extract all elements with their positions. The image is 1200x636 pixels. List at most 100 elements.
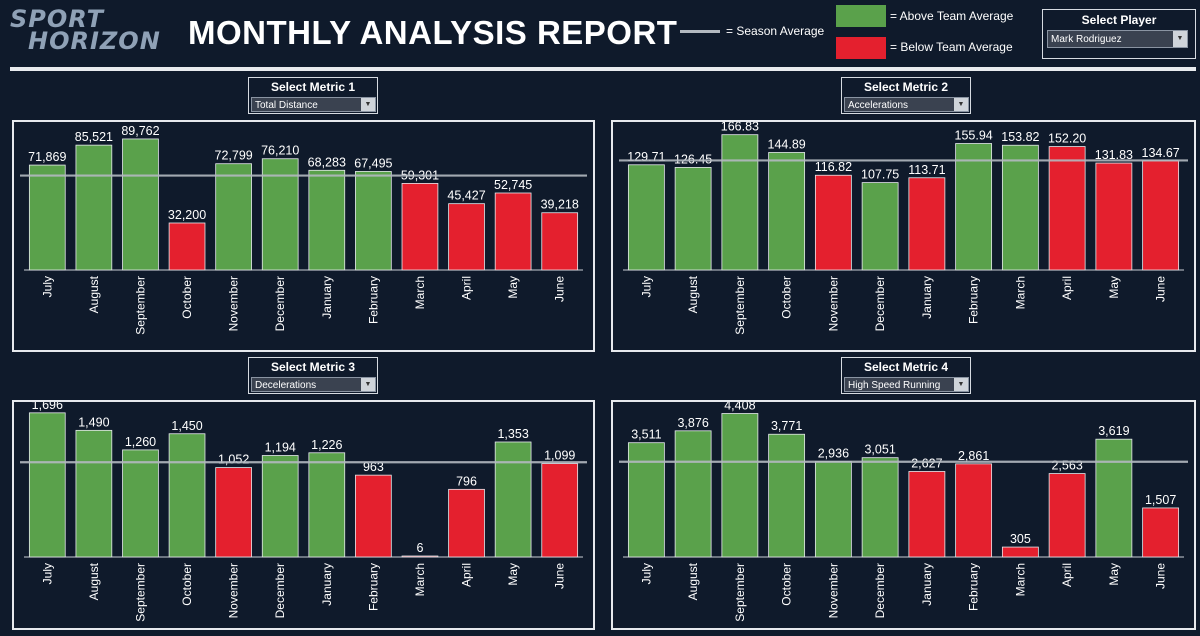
bar-february [355, 474, 392, 558]
data-label-march: 6 [416, 541, 423, 555]
data-label-august: 85,521 [75, 130, 113, 144]
bar-july [627, 442, 665, 558]
tick-label-october: October [780, 563, 794, 606]
data-label-february: 963 [363, 460, 384, 474]
bar-april [448, 203, 485, 271]
metric-4-dropdown[interactable]: High Speed Running ▼ [844, 377, 969, 392]
metric-4-dropdown-value: High Speed Running [848, 380, 941, 391]
tick-label-october: October [180, 563, 194, 606]
metric-3-selector-title: Select Metric 3 [270, 360, 356, 374]
data-label-september: 89,762 [121, 124, 159, 138]
data-label-august: 3,876 [677, 416, 708, 430]
bar-march [401, 183, 439, 271]
metric-1-selector-title: Select Metric 1 [270, 80, 356, 94]
tick-label-may: May [1107, 276, 1121, 299]
chevron-down-icon: ▼ [1173, 31, 1187, 47]
bar-december [861, 457, 899, 558]
data-label-february: 155.94 [955, 129, 993, 143]
data-label-june: 39,218 [541, 198, 579, 212]
tick-label-may: May [506, 563, 520, 586]
metric-2-dropdown[interactable]: Accelerations ▼ [844, 97, 969, 112]
chart-1: 71,869 July 85,521 August 89,762 September 32,… [20, 124, 587, 335]
data-label-april: 45,427 [447, 189, 485, 203]
data-label-december: 76,210 [261, 144, 299, 158]
chart-panel-3: 1,696 July 1,490 August 1,260 September 1,450 O… [12, 398, 595, 630]
bar-february [955, 463, 993, 558]
data-label-march: 153.82 [1001, 130, 1039, 144]
chart-3: 1,696 July 1,490 August 1,260 September 1,450 O… [20, 398, 587, 622]
tick-label-september: September [733, 563, 747, 622]
metric-4-selector: Select Metric 4 High Speed Running ▼ [841, 357, 971, 394]
tick-label-december: December [273, 276, 287, 331]
tick-label-november: November [227, 276, 241, 331]
data-label-november: 72,799 [215, 149, 253, 163]
tick-label-january: January [320, 563, 334, 606]
metric-2-dropdown-value: Accelerations [848, 100, 909, 111]
bar-august [674, 167, 712, 271]
data-label-november: 2,936 [818, 446, 849, 460]
tick-label-january: January [320, 276, 334, 319]
tick-label-december: December [273, 563, 287, 618]
metric-1-dropdown[interactable]: Total Distance ▼ [251, 97, 376, 112]
data-label-february: 67,495 [354, 156, 392, 170]
player-dropdown-value: Mark Rodriguez [1051, 34, 1122, 45]
tick-label-july: July [639, 276, 653, 297]
data-label-march: 305 [1010, 532, 1031, 546]
bar-april [448, 488, 485, 558]
bar-december [261, 455, 299, 558]
tick-label-january: January [920, 563, 934, 606]
season-average-line-swatch [680, 29, 720, 33]
header-divider [10, 67, 1196, 71]
logo-line-2: HORIZON [28, 27, 161, 55]
tick-label-july: July [40, 276, 54, 297]
tick-label-december: December [873, 276, 887, 331]
bar-november [814, 461, 852, 558]
metric-2-selector: Select Metric 2 Accelerations ▼ [841, 77, 971, 114]
page-title: MONTHLY ANALYSIS REPORT [188, 14, 678, 51]
metric-3-dropdown[interactable]: Decelerations ▼ [251, 377, 376, 392]
data-label-september: 1,260 [125, 435, 156, 449]
tick-label-august: August [686, 275, 700, 313]
chevron-down-icon: ▼ [954, 378, 968, 391]
bar-august [75, 144, 113, 271]
tick-label-february: February [967, 276, 981, 324]
metric-1-selector: Select Metric 1 Total Distance ▼ [248, 77, 378, 114]
tick-label-march: March [413, 563, 427, 596]
data-label-january: 68,283 [308, 155, 346, 169]
data-label-july: 129.71 [627, 150, 665, 164]
data-label-may: 52,745 [494, 178, 532, 192]
data-label-july: 1,696 [32, 402, 63, 412]
bar-april [1048, 473, 1086, 558]
tick-label-june: June [553, 563, 567, 589]
tick-label-may: May [1107, 563, 1121, 586]
tick-label-january: January [920, 276, 934, 319]
data-label-october: 1,450 [171, 419, 202, 433]
tick-label-april: April [460, 276, 474, 300]
tick-label-november: November [826, 276, 840, 331]
data-label-september: 4,408 [724, 402, 755, 413]
bar-february [355, 171, 392, 271]
bar-june [541, 463, 579, 558]
bar-october [768, 152, 806, 271]
tick-label-september: September [733, 276, 747, 335]
chevron-down-icon: ▼ [361, 98, 375, 111]
metric-1-dropdown-value: Total Distance [255, 100, 318, 111]
player-dropdown[interactable]: Mark Rodriguez ▼ [1047, 30, 1188, 48]
bar-october [768, 433, 806, 558]
bar-september [122, 138, 159, 271]
tick-label-october: October [180, 276, 194, 319]
tick-label-march: March [1013, 563, 1027, 596]
tick-label-september: September [133, 563, 147, 622]
legend-below-swatch [836, 37, 886, 59]
bar-june [1142, 160, 1180, 271]
bar-january [308, 169, 346, 271]
tick-label-april: April [1060, 276, 1074, 300]
tick-label-september: September [133, 276, 147, 335]
chart-panel-4: 3,511 July 3,876 August 4,408 September 3,771 O… [611, 399, 1196, 630]
data-label-august: 1,490 [78, 415, 109, 429]
bar-december [861, 182, 899, 271]
data-label-july: 71,869 [28, 150, 66, 164]
data-label-april: 152.20 [1048, 132, 1086, 146]
tick-label-august: August [87, 275, 101, 313]
chevron-down-icon: ▼ [954, 98, 968, 111]
